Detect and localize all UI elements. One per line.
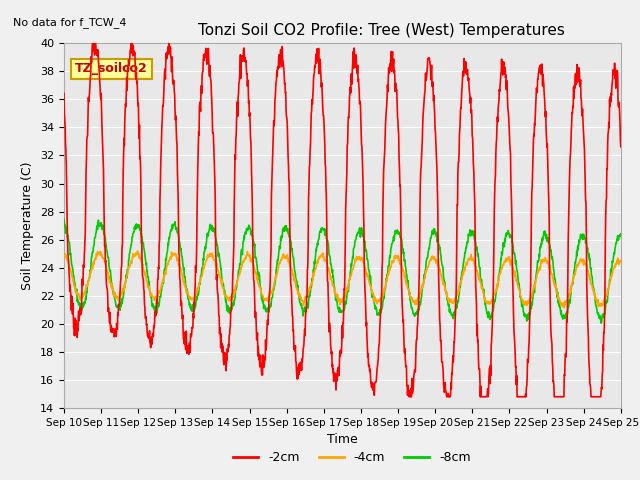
Y-axis label: Soil Temperature (C): Soil Temperature (C)	[22, 161, 35, 290]
X-axis label: Time: Time	[327, 433, 358, 446]
Legend: -2cm, -4cm, -8cm: -2cm, -4cm, -8cm	[228, 446, 476, 469]
Text: No data for f_TCW_4: No data for f_TCW_4	[13, 17, 126, 28]
Text: TZ_soilco2: TZ_soilco2	[75, 62, 148, 75]
Title: Tonzi Soil CO2 Profile: Tree (West) Temperatures: Tonzi Soil CO2 Profile: Tree (West) Temp…	[198, 23, 565, 38]
